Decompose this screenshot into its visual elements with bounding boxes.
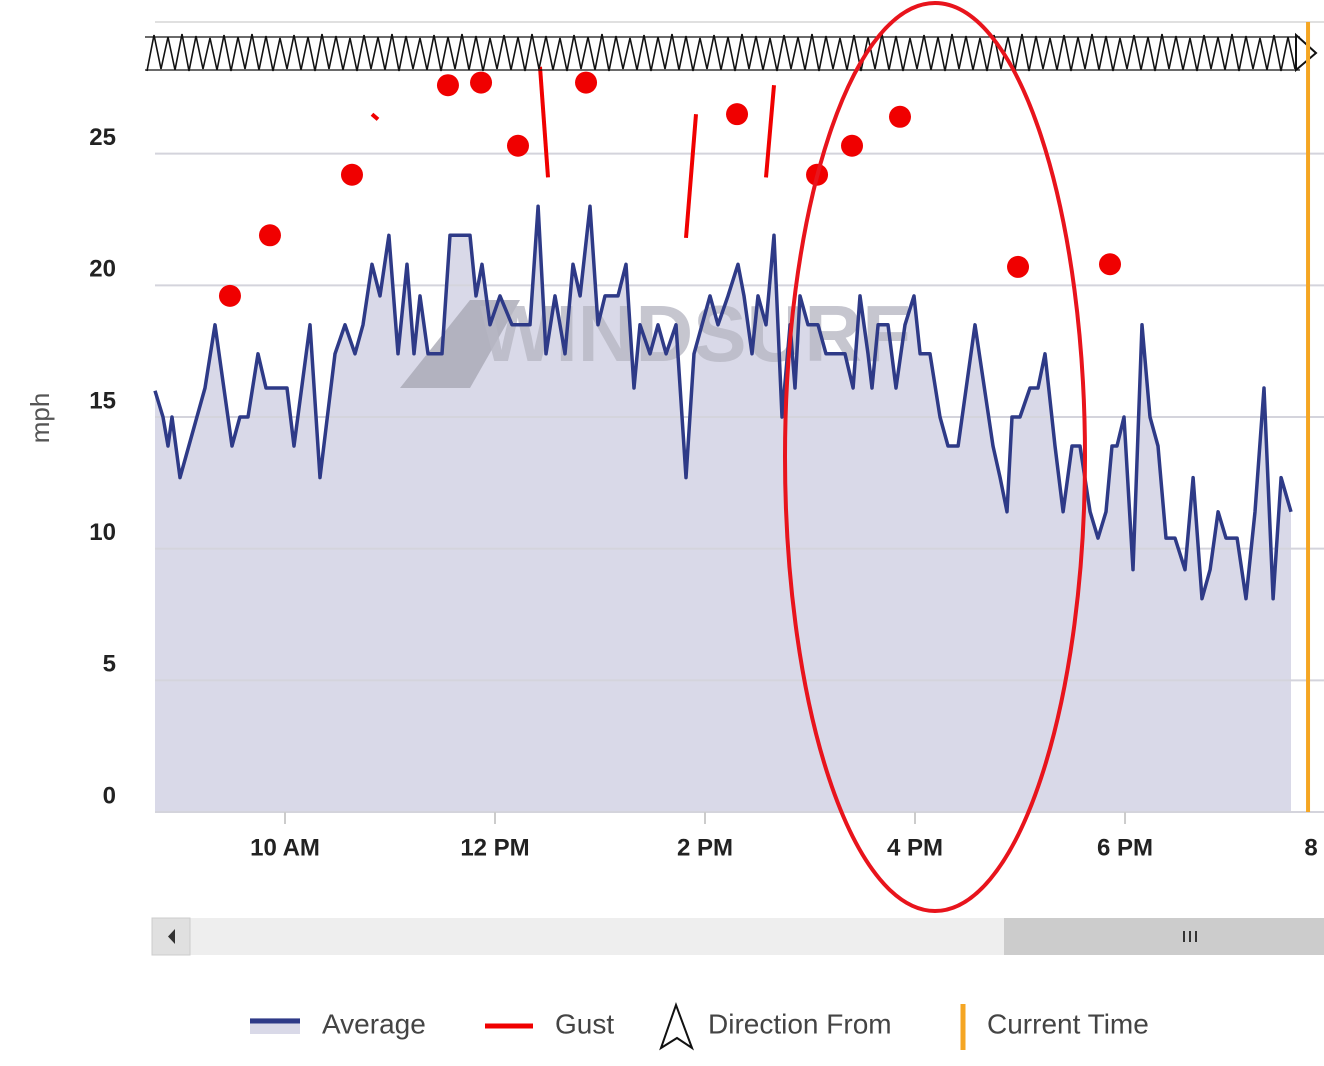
annotation-ellipse — [783, 1, 1087, 913]
x-tick-label: 12 PM — [460, 834, 529, 861]
gust-dot — [258, 224, 281, 247]
gust-dot — [575, 71, 598, 94]
gust-dot — [470, 71, 493, 94]
x-tick-label: 8 — [1304, 834, 1317, 861]
y-axis-label: mph — [25, 393, 55, 444]
plot-area: WINDSURF 0 5 10 15 20 25 10 AM 12 PM 2 PM 4 PM 6 PM… — [89, 21, 1324, 861]
legend-label[interactable]: Direction From — [708, 1008, 892, 1039]
average-line — [153, 204, 1293, 601]
x-tick-label: 2 PM — [677, 834, 733, 861]
scroll-thumb-grip — [1183, 931, 1197, 942]
x-tick-label: 10 AM — [250, 834, 320, 861]
y-tick-label: 10 — [89, 519, 116, 546]
legend-label[interactable]: Gust — [555, 1008, 614, 1039]
gust-dot — [436, 74, 459, 97]
direction-band-edge — [145, 36, 1300, 71]
gust-dot — [506, 134, 529, 157]
y-tick-label: 20 — [89, 256, 116, 283]
gust-dot — [1007, 255, 1030, 278]
y-tick-label: 5 — [103, 651, 116, 678]
legend: Average Gust Direction From Current Time — [250, 1002, 1149, 1051]
gust-dot — [726, 103, 749, 126]
x-tick-label: 4 PM — [887, 834, 943, 861]
scroll-left-arrow — [168, 929, 175, 944]
y-tick-label: 25 — [89, 124, 116, 151]
watermark: WINDSURF — [480, 289, 911, 378]
gust-line — [684, 114, 698, 239]
scrollbar-thumb[interactable] — [1004, 918, 1324, 955]
gust-dot — [841, 134, 864, 157]
y-tick-label: 15 — [89, 387, 116, 414]
legend-label[interactable]: Current Time — [987, 1008, 1149, 1039]
y-tick-label: 0 — [103, 782, 116, 809]
gust-line — [764, 85, 776, 178]
legend-arrow-icon — [659, 1002, 695, 1051]
gust-dot — [1099, 253, 1122, 276]
legend-label[interactable]: Average — [322, 1008, 426, 1039]
direction-arrow — [1295, 32, 1318, 73]
direction-band — [146, 33, 1296, 72]
gust-dot — [888, 105, 911, 128]
gust-line — [370, 112, 380, 121]
gust-dot — [340, 163, 363, 186]
x-tick-label: 6 PM — [1097, 834, 1153, 861]
gust-dot — [218, 284, 241, 307]
gust-line — [538, 66, 550, 178]
